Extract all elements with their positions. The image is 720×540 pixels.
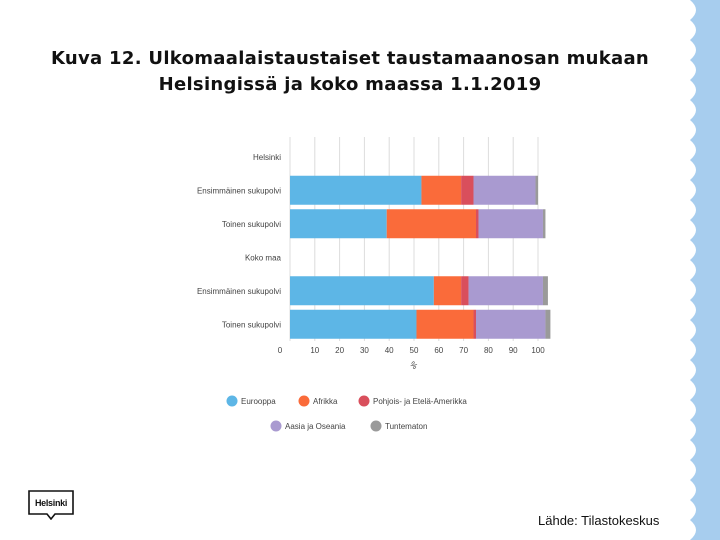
legend-label: Afrikka [313, 397, 338, 406]
x-tick-label: 70 [459, 346, 468, 355]
x-tick-label: 30 [360, 346, 369, 355]
bar-segment [476, 209, 479, 239]
x-tick-label: 10 [310, 346, 319, 355]
legend-label: Eurooppa [241, 397, 276, 406]
legend-marker [358, 395, 370, 407]
helsinki-logo: Helsinki [28, 490, 74, 521]
source-note: Lähde: Tilastokeskus [538, 513, 660, 528]
row-label: Ensimmäinen sukupolvi [197, 287, 281, 296]
x-tick-label: 90 [509, 346, 518, 355]
x-axis-label: % [408, 360, 419, 371]
group-header-label: Koko maa [245, 253, 282, 262]
bar-segment [542, 209, 546, 239]
legend-label: Tuntematon [385, 422, 427, 431]
legend-marker [270, 420, 282, 432]
bar-segment [545, 309, 551, 339]
bar-segment [416, 309, 474, 339]
bar-segment [473, 175, 536, 205]
x-tick-label: 60 [434, 346, 443, 355]
bar-segment [290, 309, 417, 339]
bar-segment [535, 175, 538, 205]
bar-segment [461, 175, 474, 205]
title-line-1: Kuva 12. Ulkomaalaistaustaiset taustamaa… [50, 48, 650, 69]
bar-segment [290, 276, 434, 306]
logo-shield-icon [28, 490, 74, 521]
title-line-2: Helsingissä ja koko maassa 1.1.2019 [158, 74, 542, 95]
bar-segment [386, 209, 476, 239]
wave-border-shape [690, 0, 720, 540]
x-tick-label: 80 [484, 346, 493, 355]
bar-segment [433, 276, 462, 306]
group-header-label: Helsinki [253, 153, 281, 162]
legend-marker [370, 420, 382, 432]
x-tick-label: 50 [410, 346, 419, 355]
row-label: Ensimmäinen sukupolvi [197, 186, 281, 195]
x-tick-label: 0 [278, 346, 283, 355]
bar-segment [542, 276, 548, 306]
bar-segment [476, 309, 546, 339]
bar-segment [468, 276, 543, 306]
bar-segment [421, 175, 462, 205]
legend-marker [226, 395, 238, 407]
legend-label: Aasia ja Oseania [285, 422, 346, 431]
decorative-wave-border [690, 0, 720, 540]
bar-segment [290, 209, 387, 239]
x-tick-label: 20 [335, 346, 344, 355]
bar-segment [473, 309, 476, 339]
legend-marker [298, 395, 310, 407]
x-tick-label: 100 [531, 346, 545, 355]
bar-segment [461, 276, 469, 306]
legend-label: Pohjois- ja Etelä-Amerikka [373, 397, 467, 406]
x-tick-label: 40 [385, 346, 394, 355]
row-label: Toinen sukupolvi [222, 220, 281, 229]
bar-segment [290, 175, 422, 205]
row-label: Toinen sukupolvi [222, 320, 281, 329]
bar-segment [478, 209, 543, 239]
page-title: Kuva 12. Ulkomaalaistaustaiset taustamaa… [20, 46, 680, 98]
logo-text: Helsinki [34, 498, 68, 508]
